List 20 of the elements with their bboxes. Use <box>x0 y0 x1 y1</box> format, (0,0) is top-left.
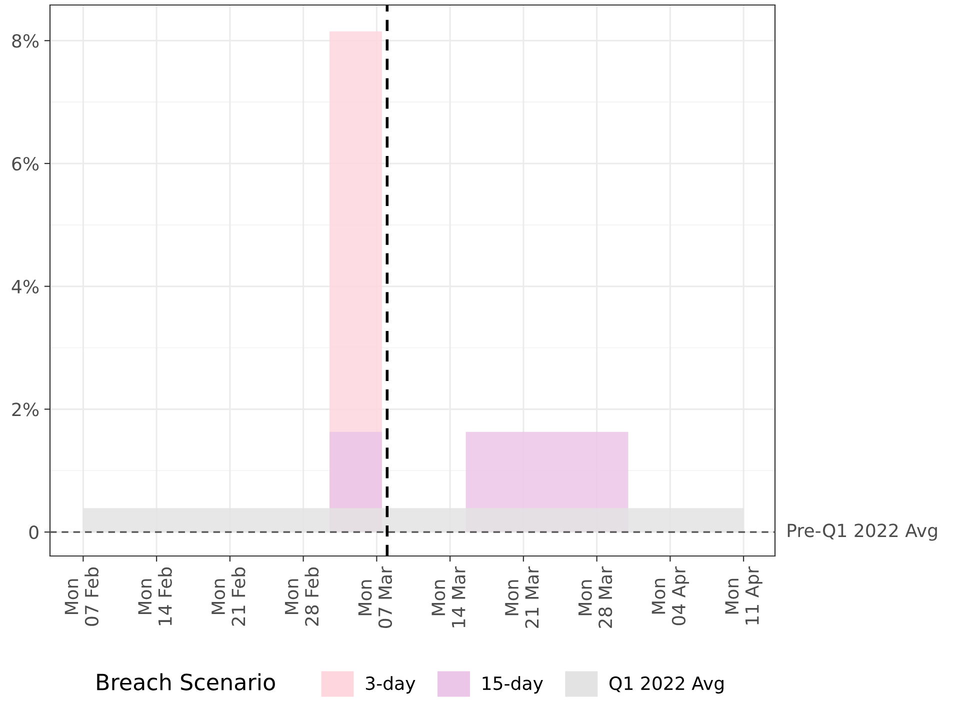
y-tick-label: 4% <box>12 280 39 294</box>
legend-title: Breach Scenario <box>97 673 275 690</box>
x-tick-label: Mon 21 Feb <box>212 567 246 626</box>
ref-line-label: Pre-Q1 2022 Avg <box>788 524 937 541</box>
x-tick-label: Mon 14 Mar <box>432 566 466 628</box>
x-tick-label: Mon 11 Apr <box>725 566 762 624</box>
y-tick-label: 0 <box>29 526 38 540</box>
legend-label: Q1 2022 Avg <box>610 676 724 694</box>
x-tick-label: Mon 21 Mar <box>505 566 539 628</box>
legend-label: 15-day <box>482 676 543 694</box>
y-tick-label: 8% <box>12 34 39 48</box>
y-tick-label: 6% <box>12 156 39 171</box>
x-tick-label: Mon 07 Feb <box>64 567 99 626</box>
x-tick-label: Mon 04 Apr <box>652 566 690 626</box>
y-tick-label: 2% <box>12 402 39 416</box>
x-tick-label: Mon 28 Mar <box>578 566 612 628</box>
x-tick-label: Mon 07 Mar <box>358 566 392 628</box>
legend-label: 3-day <box>366 676 416 694</box>
x-tick-label: Mon 14 Feb <box>138 567 172 626</box>
x-tick-label: Mon 28 Feb <box>285 567 319 626</box>
